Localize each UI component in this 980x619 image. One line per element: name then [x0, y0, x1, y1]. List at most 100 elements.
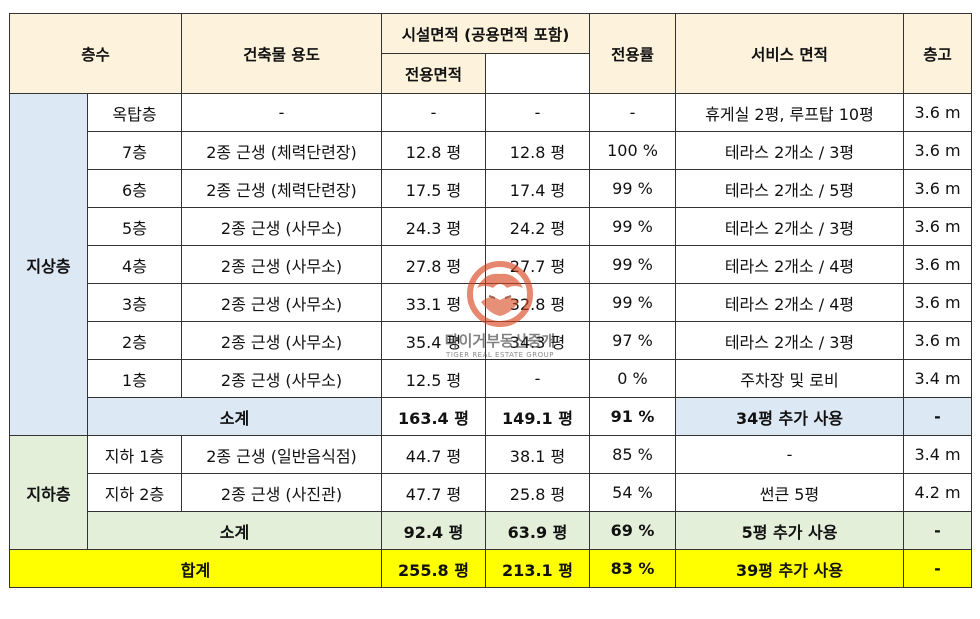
header-ratio: 전용률	[589, 13, 676, 94]
table-row: 지상층 옥탑층 - - - - 휴게실 2평, 루프탑 10평 3.6 m	[9, 93, 972, 436]
cell-floor: 4층	[87, 245, 182, 284]
table-row: 1층 2종 근생 (사무소) 12.5 평 - 0 % 주차장 및 로비 3.4…	[10, 359, 972, 398]
cell-height: 3.6 m	[903, 283, 972, 322]
cell-height: 4.2 m	[903, 473, 972, 512]
subtotal-height: -	[903, 397, 972, 436]
cell-use: 2종 근생 (체력단련장)	[181, 131, 382, 170]
cell-ratio: 0 %	[589, 359, 676, 398]
cell-exclusive: -	[485, 359, 590, 398]
table-row: 2층 2종 근생 (사무소) 35.4 평 34.3 평 97 % 테라스 2개…	[10, 321, 972, 360]
subtotal-facility: 92.4 평	[381, 511, 486, 550]
subtotal-ratio: 91 %	[589, 397, 676, 436]
header-use: 건축물 용도	[181, 13, 382, 94]
subtotal-height: -	[903, 511, 972, 550]
subtotal-ratio: 69 %	[589, 511, 676, 550]
subtotal-facility: 163.4 평	[381, 397, 486, 436]
cell-height: 3.6 m	[903, 245, 972, 284]
header-exclusive-area: 전용면적	[381, 53, 486, 94]
subtotal-exclusive: 63.9 평	[485, 511, 590, 550]
subtotal-exclusive: 149.1 평	[485, 397, 590, 436]
header-height: 층고	[903, 13, 972, 94]
cell-exclusive: 12.8 평	[485, 131, 590, 170]
cell-facility: 17.5 평	[381, 169, 486, 208]
table-row: 지하 2층 2종 근생 (사진관) 47.7 평 25.8 평 54 % 썬큰 …	[10, 473, 972, 512]
cell-floor: 5층	[87, 207, 182, 246]
cell-floor: 지하 1층	[87, 435, 182, 474]
cell-facility: 27.8 평	[381, 245, 486, 284]
cell-use: -	[181, 93, 382, 132]
cell-ratio: 99 %	[589, 283, 676, 322]
table-row: 지하층 지하 1층 2종 근생 (일반음식점) 44.7 평 38.1 평 85…	[9, 435, 972, 550]
cell-use: 2종 근생 (사무소)	[181, 207, 382, 246]
cell-facility: 47.7 평	[381, 473, 486, 512]
cell-service: 테라스 2개소 / 3평	[675, 321, 904, 360]
cell-floor: 지하 2층	[87, 473, 182, 512]
header-facility-area: 시설면적 (공용면적 포함)	[381, 13, 590, 54]
cell-height: 3.6 m	[903, 169, 972, 208]
cell-service: 테라스 2개소 / 3평	[675, 131, 904, 170]
cell-use: 2종 근생 (체력단련장)	[181, 169, 382, 208]
cell-facility: 35.4 평	[381, 321, 486, 360]
table-row: 7층 2종 근생 (체력단련장) 12.8 평 12.8 평 100 % 테라스…	[10, 131, 972, 170]
total-ratio: 83 %	[589, 549, 676, 588]
cell-use: 2종 근생 (사무소)	[181, 283, 382, 322]
cell-use: 2종 근생 (일반음식점)	[181, 435, 382, 474]
cell-use: 2종 근생 (사무소)	[181, 321, 382, 360]
group-below-label: 지하층	[9, 435, 88, 550]
cell-exclusive: 17.4 평	[485, 169, 590, 208]
cell-floor: 3층	[87, 283, 182, 322]
cell-use: 2종 근생 (사무소)	[181, 245, 382, 284]
cell-ratio: 99 %	[589, 169, 676, 208]
cell-service: 썬큰 5평	[675, 473, 904, 512]
total-service: 39평 추가 사용	[675, 549, 904, 588]
total-height: -	[903, 549, 972, 588]
cell-exclusive: 38.1 평	[485, 435, 590, 474]
cell-floor: 2층	[87, 321, 182, 360]
cell-facility: -	[381, 93, 486, 132]
total-label: 합계	[9, 549, 382, 588]
cell-ratio: 54 %	[589, 473, 676, 512]
subtotal-label: 소계	[87, 397, 382, 436]
cell-service: 주차장 및 로비	[675, 359, 904, 398]
cell-ratio: 99 %	[589, 207, 676, 246]
floor-area-table: 층수 건축물 용도 시설면적 (공용면적 포함) 전용률 서비스 면적 층고 전…	[9, 13, 972, 588]
cell-ratio: -	[589, 93, 676, 132]
cell-ratio: 99 %	[589, 245, 676, 284]
table-row: 4층 2종 근생 (사무소) 27.8 평 27.7 평 99 % 테라스 2개…	[10, 245, 972, 284]
cell-ratio: 100 %	[589, 131, 676, 170]
subtotal-label: 소계	[87, 511, 382, 550]
table-row: 3층 2종 근생 (사무소) 33.1 평 32.8 평 99 % 테라스 2개…	[10, 283, 972, 322]
cell-facility: 24.3 평	[381, 207, 486, 246]
cell-service: 테라스 2개소 / 4평	[675, 245, 904, 284]
cell-floor: 7층	[87, 131, 182, 170]
cell-exclusive: 25.8 평	[485, 473, 590, 512]
subtotal-service: 5평 추가 사용	[675, 511, 904, 550]
cell-floor: 6층	[87, 169, 182, 208]
table-row: 5층 2종 근생 (사무소) 24.3 평 24.2 평 99 % 테라스 2개…	[10, 207, 972, 246]
cell-exclusive: 34.3 평	[485, 321, 590, 360]
cell-height: 3.4 m	[903, 435, 972, 474]
header-service-area: 서비스 면적	[675, 13, 904, 94]
cell-facility: 12.5 평	[381, 359, 486, 398]
cell-ratio: 97 %	[589, 321, 676, 360]
cell-floor: 1층	[87, 359, 182, 398]
total-facility: 255.8 평	[381, 549, 486, 588]
cell-service: 테라스 2개소 / 3평	[675, 207, 904, 246]
total-exclusive: 213.1 평	[485, 549, 590, 588]
total-row: 합계 255.8 평 213.1 평 83 % 39평 추가 사용 -	[9, 549, 972, 588]
cell-exclusive: 24.2 평	[485, 207, 590, 246]
cell-service: -	[675, 435, 904, 474]
cell-floor: 옥탑층	[87, 93, 182, 132]
group-above-label: 지상층	[9, 93, 88, 436]
header-floor: 층수	[9, 13, 182, 94]
subtotal-service: 34평 추가 사용	[675, 397, 904, 436]
table-row: 6층 2종 근생 (체력단련장) 17.5 평 17.4 평 99 % 테라스 …	[10, 169, 972, 208]
subtotal-row-above: 소계 163.4 평 149.1 평 91 % 34평 추가 사용 -	[9, 397, 972, 436]
cell-exclusive: -	[485, 93, 590, 132]
cell-use: 2종 근생 (사진관)	[181, 473, 382, 512]
cell-facility: 33.1 평	[381, 283, 486, 322]
cell-height: 3.6 m	[903, 131, 972, 170]
cell-service: 휴게실 2평, 루프탑 10평	[675, 93, 904, 132]
cell-ratio: 85 %	[589, 435, 676, 474]
cell-exclusive: 27.7 평	[485, 245, 590, 284]
